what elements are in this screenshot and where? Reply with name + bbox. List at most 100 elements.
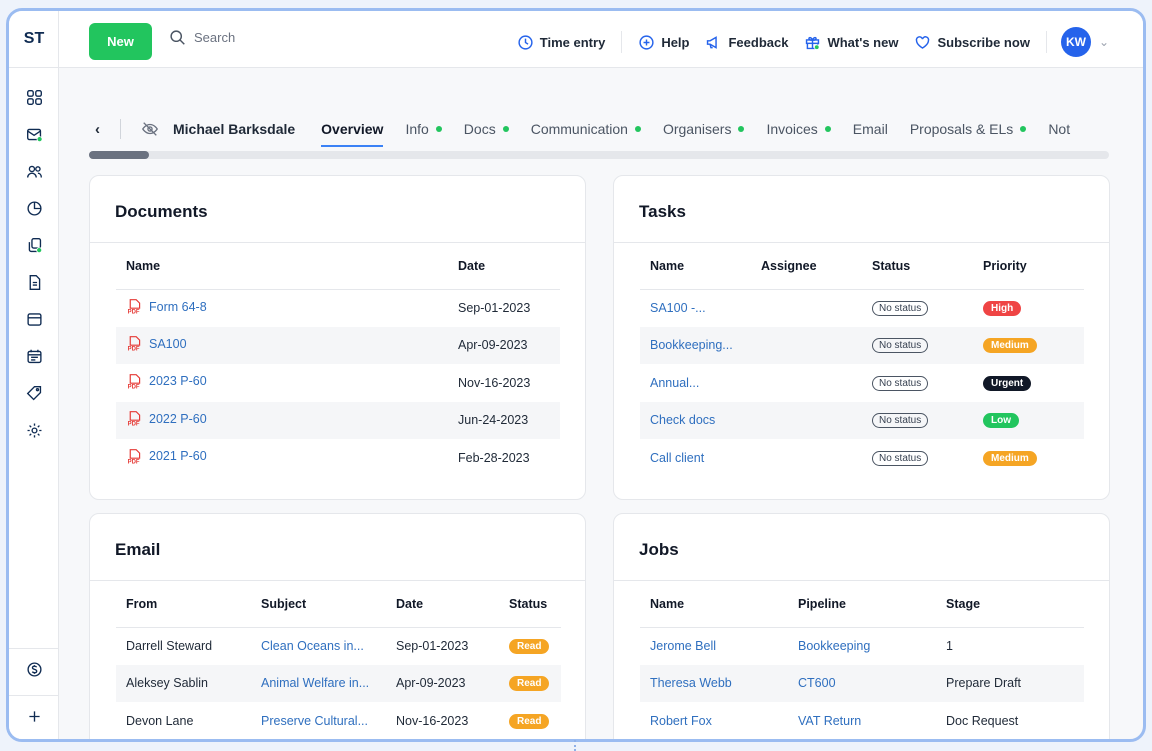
job-name-link[interactable]: Jerome Bell — [650, 639, 716, 653]
tab-email[interactable]: Email — [852, 121, 888, 137]
status-badge[interactable]: No status — [872, 338, 929, 354]
inbox-icon[interactable] — [23, 123, 45, 145]
table-row[interactable]: PDF 2023 P-60 Nov-16-2023 — [116, 364, 560, 402]
document-date: Sep-01-2023 — [458, 301, 531, 315]
settings-gear-icon[interactable] — [23, 419, 45, 441]
document-link[interactable]: PDF Form 64-8 — [127, 299, 207, 315]
time-entry-button[interactable]: Time entry — [517, 34, 605, 51]
jobs-title: Jobs — [639, 540, 679, 559]
email-subject-link[interactable]: Clean Oceans in... — [261, 639, 364, 653]
priority-badge[interactable]: High — [983, 301, 1022, 316]
document-date: Nov-16-2023 — [458, 375, 531, 390]
dashboard-icon[interactable] — [23, 86, 45, 108]
contacts-icon[interactable] — [23, 160, 45, 182]
status-badge: Read — [509, 676, 550, 692]
eye-off-icon[interactable] — [141, 120, 159, 138]
user-avatar[interactable]: KW — [1060, 27, 1091, 57]
app-logo[interactable]: ST — [9, 11, 59, 68]
status-badge: Read — [509, 713, 550, 729]
status-badge[interactable]: No status — [872, 375, 929, 391]
task-link[interactable]: Annual... — [650, 375, 700, 390]
invoice-icon[interactable] — [23, 271, 45, 293]
back-chevron-icon[interactable]: ‹ — [95, 120, 100, 138]
window-icon[interactable] — [23, 308, 45, 330]
calendar-icon[interactable] — [23, 345, 45, 367]
feedback-button[interactable]: Feedback — [705, 34, 788, 51]
table-row[interactable]: Bookkeeping... No status Medium — [640, 326, 1084, 364]
document-date: Jun-24-2023 — [448, 401, 560, 439]
table-row[interactable]: Annual... No status Urgent — [640, 364, 1084, 402]
col-stage: Stage — [936, 581, 1084, 628]
whats-new-button[interactable]: What's new — [804, 34, 898, 51]
tab-invoices[interactable]: Invoices — [766, 121, 831, 137]
help-button[interactable]: Help — [638, 34, 689, 51]
email-subject-link[interactable]: Animal Welfare in... — [251, 664, 386, 702]
chevron-down-icon[interactable]: ⌄ — [1098, 35, 1109, 49]
task-link[interactable]: Bookkeeping... — [640, 326, 751, 364]
tab-overview[interactable]: Overview — [321, 121, 384, 147]
table-row[interactable]: Check docs No status Low — [640, 401, 1084, 439]
priority-badge[interactable]: Low — [983, 413, 1019, 429]
col-assignee: Assignee — [751, 243, 862, 290]
status-badge[interactable]: No status — [872, 450, 929, 466]
add-plus-icon[interactable] — [23, 705, 45, 727]
document-link[interactable]: PDF 2023 P-60 — [127, 373, 207, 390]
tab-proposals[interactable]: Proposals & ELs — [910, 121, 1027, 137]
table-row[interactable]: Theresa Webb CT600 Prepare Draft — [640, 664, 1084, 702]
priority-badge[interactable]: Urgent — [983, 375, 1032, 391]
tab-communication[interactable]: Communication — [531, 121, 641, 137]
document-link[interactable]: PDF 2022 P-60 — [127, 411, 207, 428]
new-button[interactable]: New — [89, 23, 152, 60]
document-link[interactable]: PDF SA100 — [127, 336, 187, 353]
documents-icon[interactable] — [23, 234, 45, 256]
job-pipeline-link[interactable]: Bookkeeping — [798, 639, 871, 653]
table-row[interactable]: Call client No status Medium — [640, 439, 1084, 477]
table-row[interactable]: Devon Lane Preserve Cultural... Nov-16-2… — [116, 702, 561, 739]
priority-badge[interactable]: Medium — [983, 338, 1037, 354]
table-row[interactable]: Darrell Steward Clean Oceans in... Sep-0… — [116, 627, 561, 665]
status-badge: Read — [509, 639, 550, 654]
status-badge[interactable]: No status — [872, 413, 929, 429]
priority-badge[interactable]: Medium — [983, 450, 1037, 466]
sidebar: ST — [9, 11, 59, 739]
feedback-label: Feedback — [728, 34, 789, 50]
search-icon — [170, 30, 185, 45]
task-link[interactable]: SA100 -... — [650, 301, 706, 315]
billing-dollar-icon[interactable] — [23, 658, 45, 680]
table-row[interactable]: Aleksey Sablin Animal Welfare in... Apr-… — [116, 664, 561, 702]
job-pipeline-link[interactable]: CT600 — [788, 664, 936, 702]
table-row[interactable]: Robert Fox VAT Return Doc Request — [640, 702, 1084, 739]
tab-notes[interactable]: Not — [1048, 121, 1071, 137]
email-subject-link[interactable]: Preserve Cultural... — [261, 713, 368, 728]
pdf-file-icon: PDF — [128, 336, 141, 352]
table-row[interactable]: PDF Form 64-8 Sep-01-2023 — [116, 289, 560, 327]
subscribe-button[interactable]: Subscribe now — [914, 34, 1030, 51]
task-link[interactable]: Check docs — [640, 401, 751, 439]
job-name-link[interactable]: Theresa Webb — [640, 664, 788, 702]
table-row[interactable]: SA100 -... No status High — [640, 289, 1084, 327]
documents-card: Documents Name Date PDF Form 64-8 Sep-01-… — [89, 175, 586, 500]
search-box[interactable]: Search — [169, 29, 235, 46]
table-row[interactable]: Jerome Bell Bookkeeping 1 — [640, 627, 1084, 665]
svg-text:PDF: PDF — [128, 384, 140, 389]
client-tabs: ‹ Michael Barksdale Overview Info Docs C… — [89, 113, 1109, 151]
job-name-link[interactable]: Robert Fox — [650, 713, 712, 728]
scrollbar-thumb[interactable] — [89, 151, 149, 159]
table-row[interactable]: PDF SA100 Apr-09-2023 — [116, 326, 560, 364]
tab-info[interactable]: Info — [405, 121, 442, 137]
document-link[interactable]: PDF 2021 P-60 — [127, 448, 207, 465]
tab-docs[interactable]: Docs — [464, 121, 509, 137]
tabs-scrollbar[interactable] — [89, 151, 1109, 159]
tag-icon[interactable] — [23, 382, 45, 404]
tab-organisers[interactable]: Organisers — [663, 121, 745, 137]
table-row[interactable]: PDF 2022 P-60 Jun-24-2023 — [116, 401, 560, 439]
status-badge[interactable]: No status — [872, 301, 929, 316]
reports-pie-icon[interactable] — [23, 197, 45, 219]
email-card: Email From Subject Date Status Darrell S… — [89, 513, 586, 739]
email-date: Nov-16-2023 — [396, 713, 469, 728]
clock-icon — [518, 34, 533, 50]
job-pipeline-link[interactable]: VAT Return — [798, 713, 862, 728]
table-row[interactable]: PDF 2021 P-60 Feb-28-2023 — [116, 439, 560, 477]
task-link[interactable]: Call client — [650, 450, 705, 465]
megaphone-icon — [707, 35, 718, 49]
